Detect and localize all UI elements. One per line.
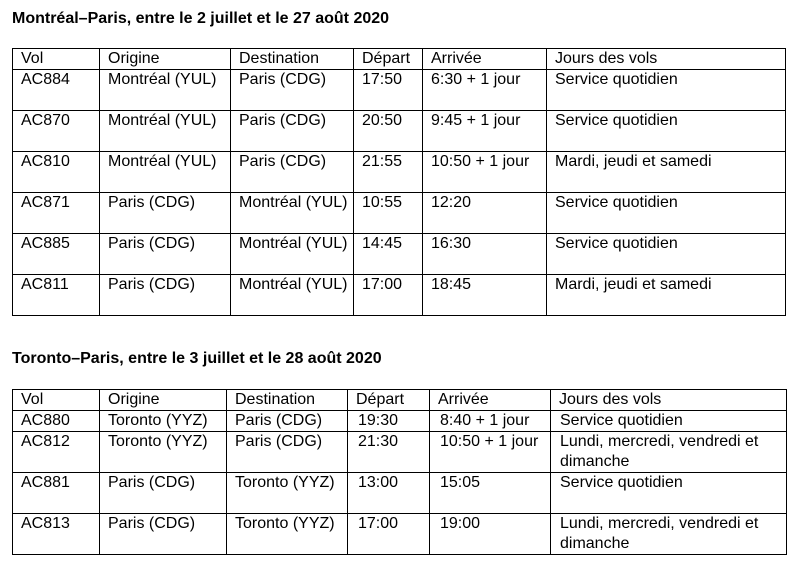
column-header-flight-days: Jours des vols	[546, 48, 786, 70]
column-header-arrival: Arrivée	[422, 48, 547, 70]
column-header-arrival: Arrivée	[429, 389, 551, 411]
flight-number-cell: AC811	[12, 274, 100, 316]
departure-cell: 21:55	[353, 151, 423, 193]
column-header-flight: Vol	[12, 389, 100, 411]
column-header-flight-days: Jours des vols	[550, 389, 787, 411]
destination-cell: Toronto (YYZ)	[226, 513, 348, 555]
section-title-toronto-paris: Toronto–Paris, entre le 3 juillet et le …	[12, 350, 382, 367]
arrival-cell: 19:00	[429, 513, 551, 555]
column-header-departure: Départ	[347, 389, 430, 411]
arrival-cell: 18:45	[422, 274, 547, 316]
destination-cell: Paris (CDG)	[230, 69, 354, 111]
flight-days-cell: Service quotidien	[546, 110, 786, 152]
origin-cell: Toronto (YYZ)	[99, 410, 227, 432]
departure-cell: 20:50	[353, 110, 423, 152]
destination-cell: Toronto (YYZ)	[226, 472, 348, 514]
arrival-cell: 16:30	[422, 233, 547, 275]
flight-days-cell: Mardi, jeudi et samedi	[546, 151, 786, 193]
flight-number-cell: AC870	[12, 110, 100, 152]
flight-days-cell: Service quotidien	[550, 472, 787, 514]
flight-number-cell: AC880	[12, 410, 100, 432]
arrival-cell: 8:40 + 1 jour	[429, 410, 551, 432]
departure-cell: 14:45	[353, 233, 423, 275]
destination-cell: Montréal (YUL)	[230, 233, 354, 275]
arrival-cell: 10:50 + 1 jour	[422, 151, 547, 193]
table-row: AC881 Paris (CDG) Toronto (YYZ) 13:00 15…	[12, 472, 787, 514]
arrival-cell: 9:45 + 1 jour	[422, 110, 547, 152]
flight-number-cell: AC885	[12, 233, 100, 275]
flight-number-cell: AC813	[12, 513, 100, 555]
arrival-cell: 6:30 + 1 jour	[422, 69, 547, 111]
departure-cell: 17:00	[353, 274, 423, 316]
table-row: AC871 Paris (CDG) Montréal (YUL) 10:55 1…	[12, 192, 786, 234]
arrival-cell: 10:50 + 1 jour	[429, 431, 551, 473]
column-header-origin: Origine	[99, 389, 227, 411]
column-header-departure: Départ	[353, 48, 423, 70]
flight-days-cell: Mardi, jeudi et samedi	[546, 274, 786, 316]
origin-cell: Montréal (YUL)	[99, 110, 231, 152]
destination-cell: Montréal (YUL)	[230, 274, 354, 316]
arrival-cell: 15:05	[429, 472, 551, 514]
origin-cell: Paris (CDG)	[99, 274, 231, 316]
origin-cell: Toronto (YYZ)	[99, 431, 227, 473]
destination-cell: Paris (CDG)	[226, 410, 348, 432]
destination-cell: Paris (CDG)	[226, 431, 348, 473]
table-row: AC870 Montréal (YUL) Paris (CDG) 20:50 9…	[12, 110, 786, 152]
table-row: AC885 Paris (CDG) Montréal (YUL) 14:45 1…	[12, 233, 786, 275]
departure-cell: 13:00	[347, 472, 430, 514]
origin-cell: Montréal (YUL)	[99, 151, 231, 193]
origin-cell: Paris (CDG)	[99, 513, 227, 555]
origin-cell: Montréal (YUL)	[99, 69, 231, 111]
departure-cell: 17:00	[347, 513, 430, 555]
column-header-origin: Origine	[99, 48, 231, 70]
table-row: AC810 Montréal (YUL) Paris (CDG) 21:55 1…	[12, 151, 786, 193]
table-row: AC811 Paris (CDG) Montréal (YUL) 17:00 1…	[12, 274, 786, 316]
departure-cell: 21:30	[347, 431, 430, 473]
flight-number-cell: AC884	[12, 69, 100, 111]
departure-cell: 17:50	[353, 69, 423, 111]
table-header-row: Vol Origine Destination Départ Arrivée J…	[12, 48, 786, 70]
table-row: AC812 Toronto (YYZ) Paris (CDG) 21:30 10…	[12, 431, 787, 473]
flight-number-cell: AC871	[12, 192, 100, 234]
departure-cell: 19:30	[347, 410, 430, 432]
flight-days-cell: Service quotidien	[546, 192, 786, 234]
origin-cell: Paris (CDG)	[99, 192, 231, 234]
column-header-destination: Destination	[226, 389, 348, 411]
origin-cell: Paris (CDG)	[99, 472, 227, 514]
column-header-flight: Vol	[12, 48, 100, 70]
arrival-cell: 12:20	[422, 192, 547, 234]
column-header-destination: Destination	[230, 48, 354, 70]
flight-days-cell: Service quotidien	[546, 69, 786, 111]
destination-cell: Paris (CDG)	[230, 151, 354, 193]
flight-number-cell: AC881	[12, 472, 100, 514]
flight-number-cell: AC810	[12, 151, 100, 193]
departure-cell: 10:55	[353, 192, 423, 234]
table-row: AC884 Montréal (YUL) Paris (CDG) 17:50 6…	[12, 69, 786, 111]
flight-table-toronto-paris: Vol Origine Destination Départ Arrivée J…	[12, 389, 787, 555]
flight-number-cell: AC812	[12, 431, 100, 473]
flight-table-montreal-paris: Vol Origine Destination Départ Arrivée J…	[12, 48, 786, 316]
table-row: AC880 Toronto (YYZ) Paris (CDG) 19:30 8:…	[12, 410, 787, 432]
destination-cell: Paris (CDG)	[230, 110, 354, 152]
flight-days-cell: Service quotidien	[550, 410, 787, 432]
flight-days-cell: Lundi, mercredi, vendredi et dimanche	[550, 431, 787, 473]
destination-cell: Montréal (YUL)	[230, 192, 354, 234]
table-row: AC813 Paris (CDG) Toronto (YYZ) 17:00 19…	[12, 513, 787, 555]
origin-cell: Paris (CDG)	[99, 233, 231, 275]
table-header-row: Vol Origine Destination Départ Arrivée J…	[12, 389, 787, 411]
flight-days-cell: Lundi, mercredi, vendredi et dimanche	[550, 513, 787, 555]
section-title-montreal-paris: Montréal–Paris, entre le 2 juillet et le…	[12, 10, 390, 27]
flight-days-cell: Service quotidien	[546, 233, 786, 275]
